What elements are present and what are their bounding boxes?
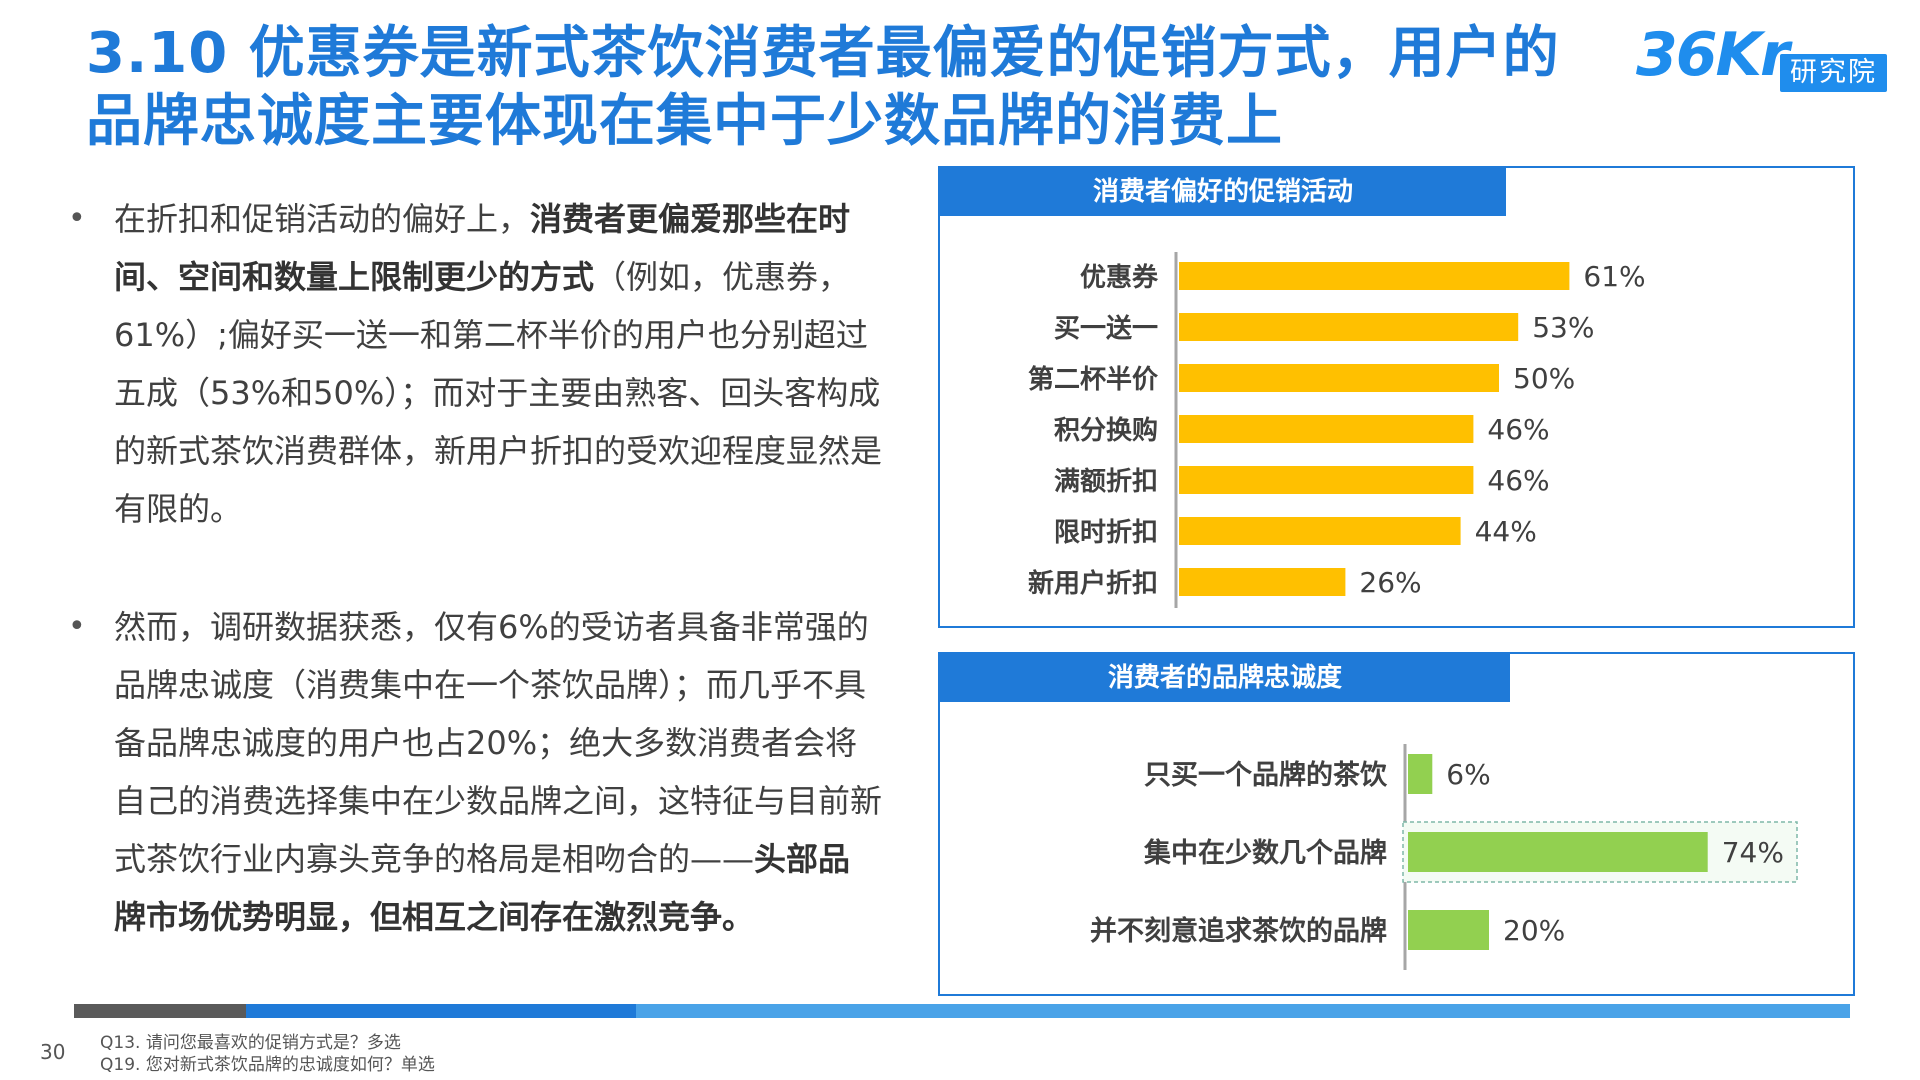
bar (1179, 364, 1499, 392)
bottom-bar-segment (246, 1004, 636, 1018)
category-label: 并不刻意追求茶饮的品牌 (1090, 915, 1387, 947)
category-label: 新用户折扣 (1028, 568, 1158, 599)
body-text-run: 然而，调研数据获悉，仅有6%的受访者具备非常强的品牌忠诚度（消费集中在一个茶饮品… (114, 608, 883, 878)
body-text-run: （例如，优惠券，61%）;偏好买一送一和第二杯半价的用户也分别超过五成（53%和… (114, 258, 883, 528)
category-label: 买一送一 (1054, 314, 1158, 344)
category-label: 集中在少数几个品牌 (1143, 837, 1387, 869)
value-label: 6% (1446, 758, 1490, 791)
bullet-icon: • (68, 609, 86, 644)
footnote: Q19. 您对新式茶饮品牌的忠诚度如何？单选 (100, 1055, 435, 1075)
value-label: 46% (1487, 413, 1549, 446)
bar (1179, 313, 1519, 341)
logo: 36Kr 研究院 (1636, 20, 1904, 100)
category-label: 第二杯半价 (1028, 364, 1159, 395)
value-label: 53% (1532, 311, 1594, 344)
bar (1179, 415, 1474, 443)
value-label: 20% (1503, 914, 1565, 947)
value-label: 26% (1359, 566, 1421, 599)
bar (1179, 568, 1346, 596)
bottom-bar (74, 1004, 1850, 1018)
footnote: Q13. 请问您最喜欢的促销方式是？多选 (100, 1033, 401, 1053)
bold-text: 头部品牌市场优势明显，但相互之间存在激烈竞争。 (114, 840, 851, 936)
value-label: 46% (1487, 464, 1549, 497)
bar (1179, 517, 1461, 545)
page-title: 3.10 优惠券是新式茶饮消费者最偏爱的促销方式，用户的品牌忠诚度主要体现在集中… (86, 21, 1560, 154)
promotion-bar-chart: 优惠券 61% 买一送一 53% 第二杯半价 50% 积分换购 46% 满额折扣 46% 限时折扣 4… (1028, 252, 1646, 608)
category-label: 优惠券 (1080, 263, 1159, 293)
loyalty-bar-chart: 只买一个品牌的茶饮 6% 集中在少数几个品牌 74% 并不刻意追求茶饮的品牌 20% (1090, 744, 1798, 970)
logo-mark: 36Kr (1636, 20, 1790, 90)
category-label: 限时折扣 (1054, 518, 1158, 548)
bullet-paragraph: • 在折扣和促销活动的偏好上，消费者更偏爱那些在时间、空间和数量上限制更少的方式（… (62, 190, 882, 538)
footnotes: Q13. 请问您最喜欢的促销方式是？多选 Q19. 您对新式茶饮品牌的忠诚度如何… (100, 1032, 435, 1076)
bar (1408, 754, 1433, 794)
bullet-paragraph: • 然而，调研数据获悉，仅有6%的受访者具备非常强的品牌忠诚度（消费集中在一个茶饮… (62, 598, 882, 946)
body-text-run: 在折扣和促销活动的偏好上， (114, 200, 531, 238)
bottom-bar-segment (74, 1004, 246, 1018)
bar (1179, 466, 1474, 494)
loyalty-chart-panel: 消费者的品牌忠诚度 只买一个品牌的茶饮 6% 集中在少数几个品牌 74% 并不刻意追求茶… (938, 652, 1855, 996)
category-label: 积分换购 (1054, 416, 1158, 446)
value-label: 44% (1475, 515, 1537, 548)
category-label: 只买一个品牌的茶饮 (1144, 759, 1388, 791)
bottom-bar-segment (636, 1004, 1850, 1018)
promotion-chart-panel: 消费者偏好的促销活动 优惠券 61% 买一送一 53% 第二杯半价 50% 积分换购 46% 满… (938, 166, 1855, 628)
promotion-chart-title: 消费者偏好的促销活动 (940, 168, 1506, 216)
category-label: 满额折扣 (1054, 467, 1158, 497)
bold-text: 消费者更偏爱那些在时间、空间和数量上限制更少的方式 (114, 200, 851, 296)
logo-badge: 研究院 (1780, 54, 1887, 92)
value-label: 61% (1583, 260, 1645, 293)
bullet-icon: • (68, 201, 86, 236)
body-text: • 在折扣和促销活动的偏好上，消费者更偏爱那些在时间、空间和数量上限制更少的方式（… (62, 190, 882, 946)
page-number: 30 (40, 1040, 66, 1064)
value-label: 74% (1722, 836, 1784, 869)
bar (1408, 832, 1708, 872)
loyalty-chart-title: 消费者的品牌忠诚度 (940, 654, 1510, 702)
bar (1408, 910, 1489, 950)
bar (1179, 262, 1570, 290)
value-label: 50% (1513, 362, 1575, 395)
